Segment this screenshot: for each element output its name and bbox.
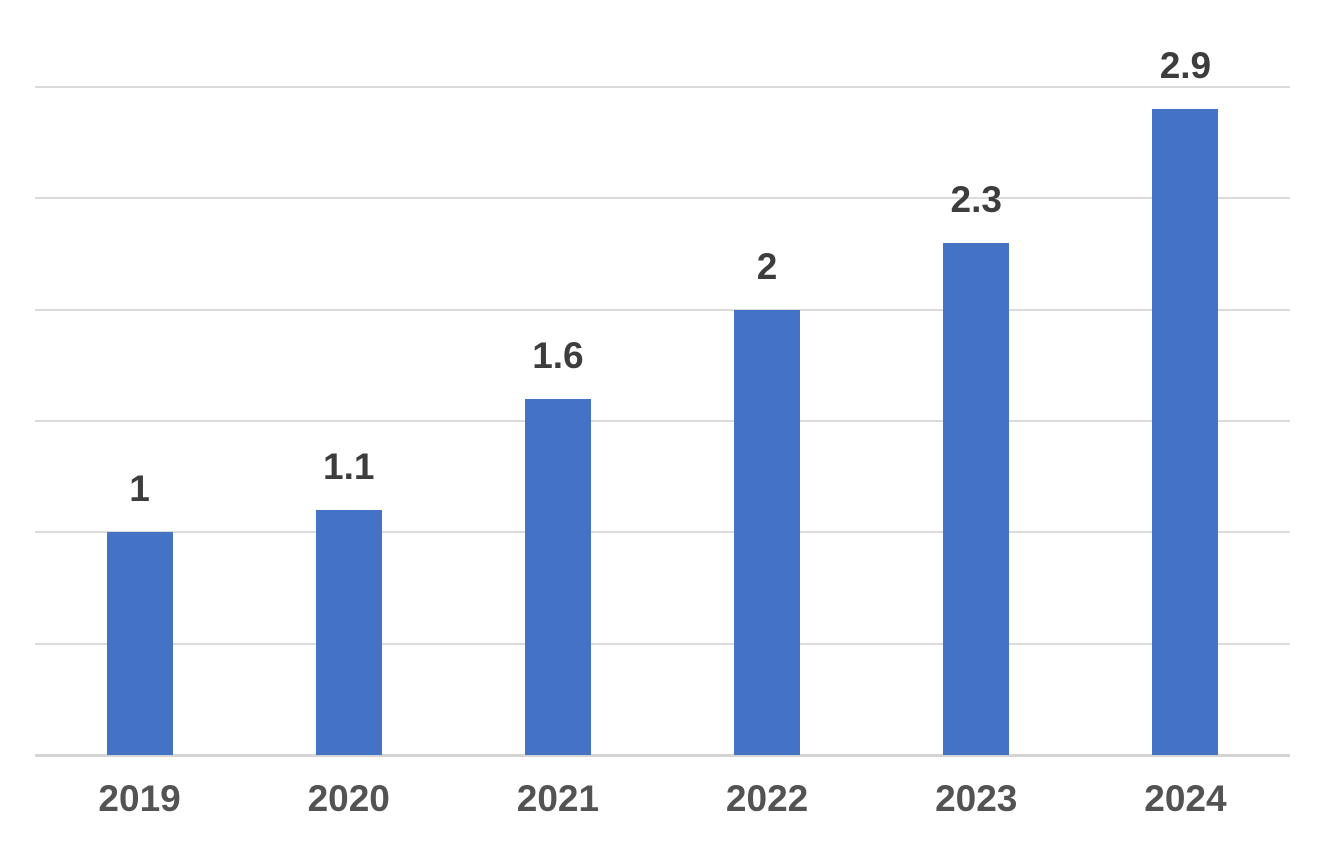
bar-2021[interactable]	[524, 398, 591, 755]
bar-2023[interactable]	[943, 242, 1010, 755]
category-column-2021: 1.6 2021	[453, 0, 662, 850]
gridline	[35, 420, 1290, 422]
category-column-2023: 2.3 2023	[872, 0, 1081, 850]
data-label-2021: 1.6	[532, 334, 584, 376]
x-axis-label-2022: 2022	[725, 778, 809, 819]
x-axis-label-2020: 2020	[307, 778, 390, 819]
data-label-2023: 2.3	[950, 178, 1002, 220]
gridline	[35, 197, 1290, 200]
data-label-2022: 2	[756, 245, 778, 287]
x-axis-label-2019: 2019	[98, 778, 181, 819]
category-column-2024: 2.9 2024	[1081, 0, 1290, 850]
bar-2022[interactable]	[734, 309, 801, 755]
bar-2024[interactable]	[1152, 109, 1219, 755]
data-label-2019: 1	[129, 468, 150, 510]
x-axis-line	[35, 754, 1290, 757]
x-axis-label-2023: 2023	[935, 778, 1018, 819]
category-column-2020: 1.1 2020	[244, 0, 453, 850]
data-label-2020: 1.1	[323, 446, 375, 488]
data-label-2024: 2.9	[1159, 45, 1212, 87]
gridline	[35, 308, 1290, 311]
category-column-2019: 1 2019	[35, 0, 244, 850]
x-axis-label-2021: 2021	[516, 778, 600, 819]
x-axis-label-2024: 2024	[1144, 778, 1227, 819]
gridline	[35, 531, 1290, 534]
bar-2020[interactable]	[315, 510, 382, 755]
gridline	[35, 86, 1290, 88]
category-column-2022: 2 2022	[663, 0, 872, 850]
bar-2019[interactable]	[106, 532, 173, 755]
gridline	[35, 642, 1290, 645]
